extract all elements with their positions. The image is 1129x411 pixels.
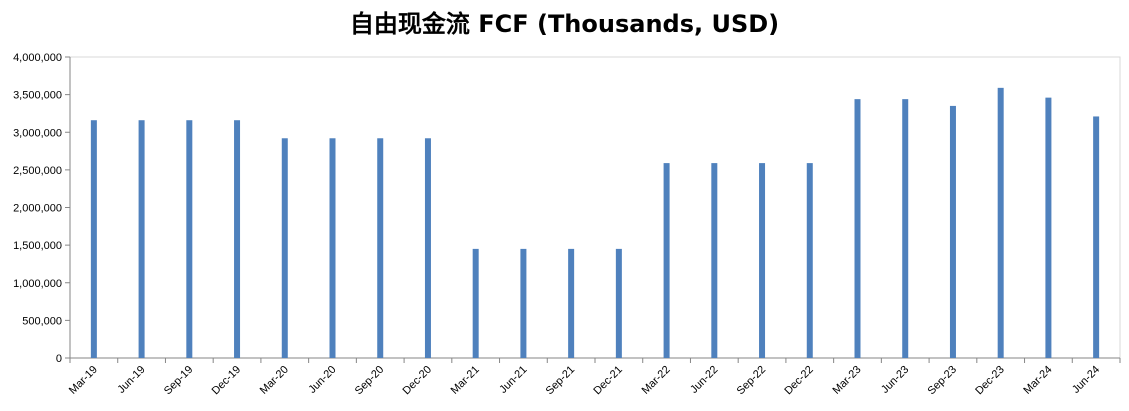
bar-mar-19 [90,120,97,359]
bar-jun-22 [711,163,718,358]
bar-jun-19 [138,120,145,359]
bar-sep-22 [759,163,766,358]
bar-dec-20 [424,138,431,358]
y-axis: 0 500,000 1,000,000 1,500,000 2,000,000 2,500… [13,52,71,365]
y-tick-label: 0 [56,353,62,365]
y-tick-label: 2,500,000 [13,165,62,177]
x-tick-label: Jun-21 [497,364,529,396]
x-tick-label: Mar-20 [258,364,291,397]
plot-area [69,56,1121,359]
y-tick-label: 3,000,000 [13,127,62,139]
bar-dec-19 [234,120,241,359]
x-tick-label: Sep-22 [735,364,769,398]
x-tick-label: Dec-21 [591,364,625,398]
x-tick-label: Dec-23 [973,364,1007,398]
x-tick-label: Jun-22 [688,364,720,396]
bar-sep-19 [186,120,193,359]
bar-dec-21 [615,248,622,358]
y-tick-label: 500,000 [22,315,62,327]
y-tick-label: 2,000,000 [13,203,62,215]
y-tick-label: 3,500,000 [13,90,62,102]
x-tick-label: Sep-20 [353,364,387,398]
bar-sep-21 [568,248,575,358]
bar-mar-20 [281,138,288,358]
x-tick-label: Jun-23 [879,364,911,396]
y-tick-label: 4,000,000 [13,52,62,64]
bar-jun-20 [329,138,336,358]
x-tick-label: Dec-22 [782,364,816,398]
x-tick-label: Mar-21 [449,364,482,397]
bar-sep-20 [377,138,384,358]
bar-jun-23 [902,99,909,358]
bars [90,87,1100,359]
y-tick-label: 1,500,000 [13,240,62,252]
chart-title: 自由现金流 FCF (Thousands, USD) [349,10,780,38]
bar-jun-21 [520,248,527,358]
x-tick-label: Jun-19 [115,364,147,396]
x-tick-label: Dec-20 [401,364,435,398]
bar-sep-23 [949,105,956,358]
x-tick-label: Jun-20 [306,364,338,396]
y-tick-label: 1,000,000 [13,278,62,290]
x-tick-label: Mar-24 [1021,364,1054,397]
bar-dec-22 [806,163,813,358]
bar-jun-24 [1093,116,1100,358]
bar-mar-24 [1045,97,1052,358]
bar-mar-21 [472,248,479,358]
x-tick-label: Sep-19 [162,364,196,398]
bar-dec-23 [997,87,1004,358]
x-tick-label: Sep-23 [925,364,959,398]
bar-mar-23 [854,99,861,358]
x-tick-label: Mar-23 [830,364,863,397]
x-tick-label: Sep-21 [544,364,578,398]
x-tick-label: Jun-24 [1070,364,1102,396]
x-axis: Mar-19 Jun-19 Sep-19 Dec-19 Mar-20 Jun-20 Sep-… [67,357,1121,398]
bar-mar-22 [663,163,670,358]
x-tick-label: Mar-22 [640,364,673,397]
x-tick-label: Mar-19 [67,364,100,397]
x-tick-label: Dec-19 [210,364,244,398]
